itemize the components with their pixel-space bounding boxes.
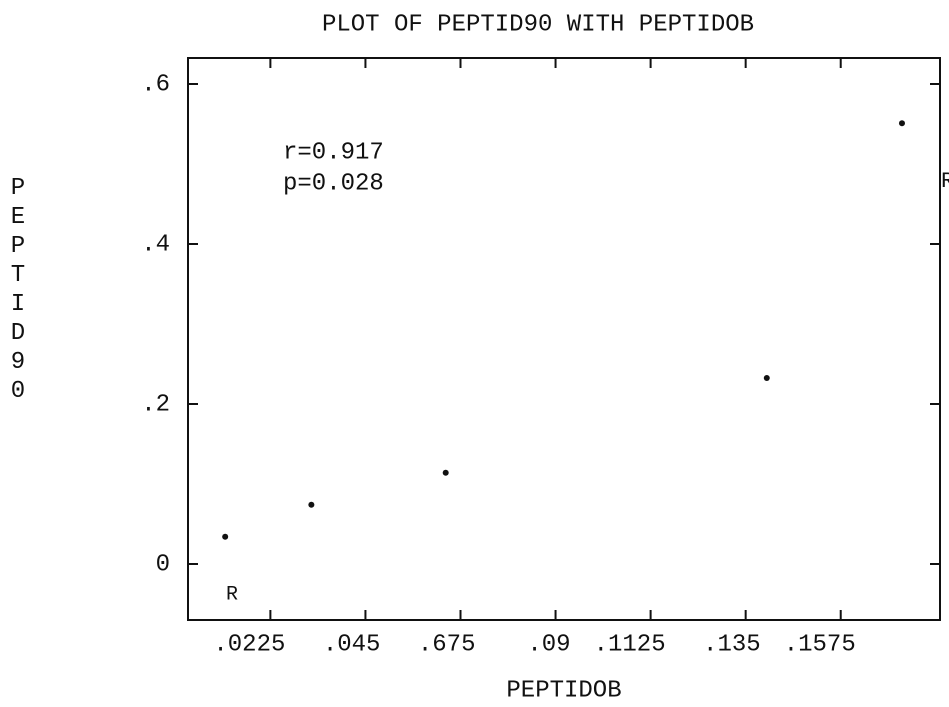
x-tick-label: .0225: [213, 631, 285, 658]
plot-frame: [187, 57, 941, 621]
x-tick-label: .09: [527, 631, 570, 658]
point: [222, 533, 229, 540]
y-tick-label: .2: [141, 391, 170, 418]
marker-label: R: [941, 169, 949, 194]
y-tick-label: 0: [156, 551, 170, 578]
marker-label: R: [226, 583, 238, 606]
annotation: p=0.028: [283, 170, 384, 197]
point: [308, 501, 315, 508]
point: [442, 469, 449, 476]
annotation: r=0.917: [283, 139, 384, 166]
x-tick-label: .045: [323, 631, 381, 658]
x-tick-label: .675: [418, 631, 476, 658]
y-axis-label: PEPTID90: [5, 175, 32, 407]
x-axis-label: PEPTIDOB: [506, 677, 621, 704]
x-tick-label: .135: [703, 631, 761, 658]
y-tick-label: .4: [141, 231, 170, 258]
point: [763, 375, 770, 381]
point: [898, 120, 905, 127]
x-tick-label: .1575: [784, 631, 856, 658]
y-tick-label: .6: [141, 71, 170, 98]
x-tick-label: .1125: [594, 631, 666, 658]
chart-title: PLOT OF PEPTID90 WITH PEPTIDOB: [322, 11, 754, 38]
